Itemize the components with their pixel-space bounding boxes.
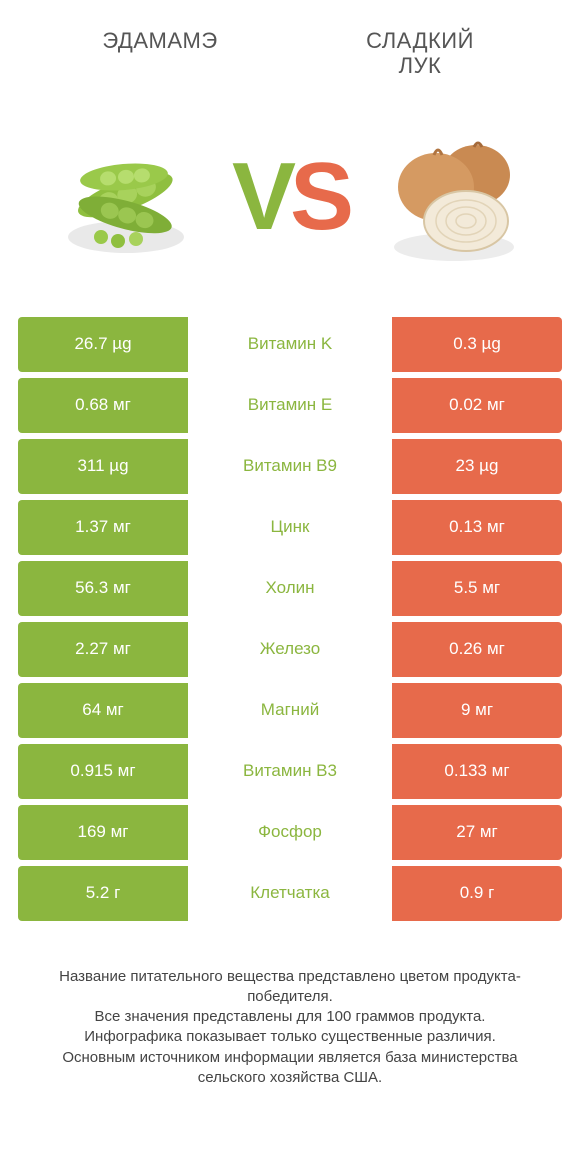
nutrient-label: Цинк: [188, 500, 392, 555]
value-right: 5.5 мг: [392, 561, 562, 616]
nutrient-label: Витамин E: [188, 378, 392, 433]
nutrient-label: Витамин K: [188, 317, 392, 372]
value-left: 56.3 мг: [18, 561, 188, 616]
onion-icon: [374, 117, 534, 277]
edamame-image: [41, 112, 211, 282]
nutrient-label: Магний: [188, 683, 392, 738]
comparison-table: 26.7 µgВитамин K0.3 µg0.68 мгВитамин E0.…: [0, 317, 580, 921]
nutrient-label: Витамин B9: [188, 439, 392, 494]
value-right: 0.9 г: [392, 866, 562, 921]
table-row: 0.68 мгВитамин E0.02 мг: [18, 378, 562, 433]
table-row: 5.2 гКлетчатка0.9 г: [18, 866, 562, 921]
nutrient-label: Витамин B3: [188, 744, 392, 799]
header: ЭДАМАМЭ СЛАДКИЙЛУК: [0, 0, 580, 87]
title-right: СЛАДКИЙЛУК: [320, 28, 520, 79]
value-left: 311 µg: [18, 439, 188, 494]
images-row: VS: [0, 87, 580, 317]
value-left: 2.27 мг: [18, 622, 188, 677]
value-left: 0.915 мг: [18, 744, 188, 799]
vs-s: S: [290, 143, 348, 250]
value-right: 9 мг: [392, 683, 562, 738]
nutrient-label: Железо: [188, 622, 392, 677]
vs-v: V: [232, 143, 290, 250]
value-right: 0.26 мг: [392, 622, 562, 677]
table-row: 2.27 мгЖелезо0.26 мг: [18, 622, 562, 677]
title-left: ЭДАМАМЭ: [60, 28, 260, 79]
table-row: 64 мгМагний9 мг: [18, 683, 562, 738]
edamame-icon: [46, 117, 206, 277]
value-right: 0.133 мг: [392, 744, 562, 799]
value-right: 0.02 мг: [392, 378, 562, 433]
onion-image: [369, 112, 539, 282]
table-row: 56.3 мгХолин5.5 мг: [18, 561, 562, 616]
footer-notes: Название питательного вещества представл…: [0, 927, 580, 1089]
value-left: 26.7 µg: [18, 317, 188, 372]
nutrient-label: Холин: [188, 561, 392, 616]
value-left: 64 мг: [18, 683, 188, 738]
value-right: 0.3 µg: [392, 317, 562, 372]
value-right: 23 µg: [392, 439, 562, 494]
value-right: 27 мг: [392, 805, 562, 860]
table-row: 1.37 мгЦинк0.13 мг: [18, 500, 562, 555]
table-row: 311 µgВитамин B923 µg: [18, 439, 562, 494]
value-left: 0.68 мг: [18, 378, 188, 433]
vs-label: VS: [232, 149, 348, 245]
nutrient-label: Фосфор: [188, 805, 392, 860]
table-row: 26.7 µgВитамин K0.3 µg: [18, 317, 562, 372]
table-row: 169 мгФосфор27 мг: [18, 805, 562, 860]
nutrient-label: Клетчатка: [188, 866, 392, 921]
table-row: 0.915 мгВитамин B30.133 мг: [18, 744, 562, 799]
value-right: 0.13 мг: [392, 500, 562, 555]
value-left: 5.2 г: [18, 866, 188, 921]
value-left: 169 мг: [18, 805, 188, 860]
value-left: 1.37 мг: [18, 500, 188, 555]
